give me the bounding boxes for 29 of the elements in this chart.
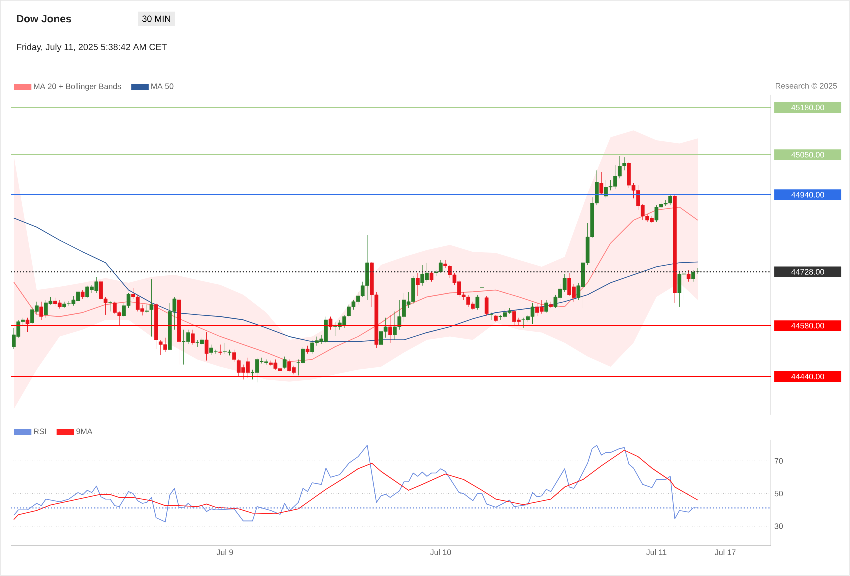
candlestick: [388, 314, 392, 344]
chart-subtitle: Friday, July 11, 2025 5:38:42 AM CET: [17, 44, 167, 52]
text: 30 MIN: [142, 16, 170, 22]
candlestick: [301, 346, 306, 364]
candlestick: [600, 172, 604, 196]
candlestick: [489, 312, 494, 320]
candlestick: [214, 350, 218, 354]
candlestick: [40, 302, 44, 320]
candlestick: [484, 296, 489, 316]
candlestick: [210, 344, 214, 356]
candlestick: [150, 279, 154, 338]
candlestick: [191, 330, 195, 346]
candlestick: [255, 358, 260, 383]
candlestick: [696, 268, 700, 275]
candlestick: [416, 272, 420, 296]
candlestick: [476, 294, 480, 310]
candlestick: [430, 272, 434, 282]
chart-title: Dow Jones: [17, 15, 72, 23]
candlestick: [678, 272, 682, 308]
candlestick: [232, 350, 236, 362]
candlestick: [204, 332, 209, 362]
candlestick: [692, 270, 696, 282]
candlestick: [686, 270, 691, 282]
candlestick: [218, 344, 222, 356]
candlestick: [108, 300, 113, 312]
candlestick: [26, 318, 30, 332]
candlestick: [544, 300, 548, 314]
candlestick: [282, 356, 287, 370]
candlestick: [521, 318, 526, 328]
